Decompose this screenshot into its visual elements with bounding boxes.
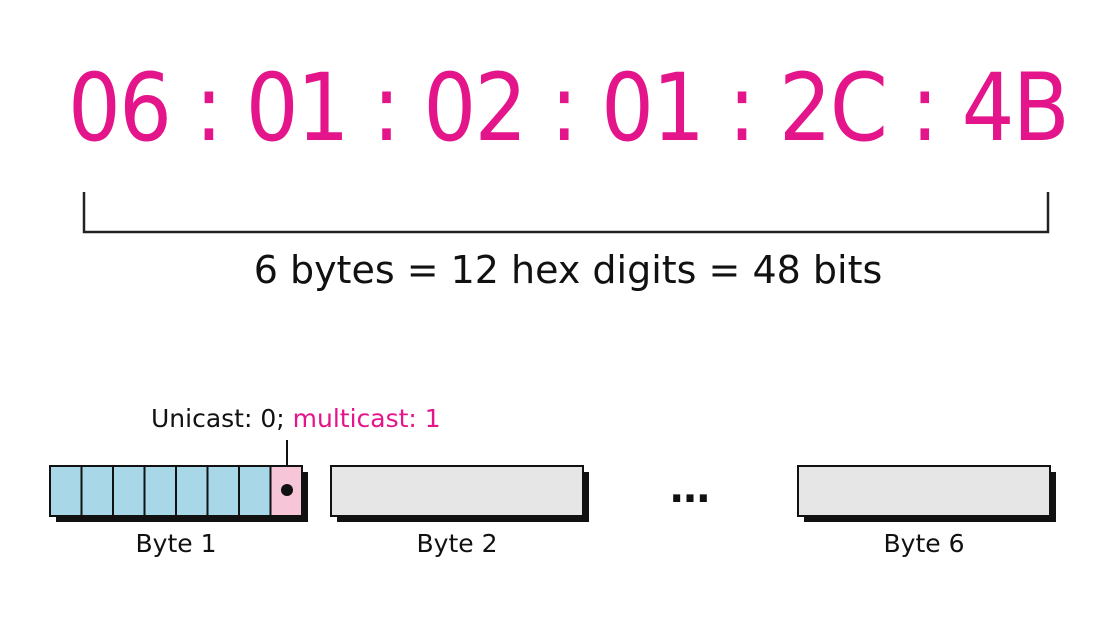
lsb-dot — [281, 484, 293, 496]
byte-2-label: Byte 2 — [417, 529, 498, 558]
bit-note: Unicast: 0; multicast: 1 — [151, 404, 441, 433]
byte-6-box — [797, 465, 1051, 517]
byte-2-box — [330, 465, 584, 517]
bit-dividers — [80, 466, 272, 516]
address-size-caption: 6 bytes = 12 hex digits = 48 bits — [254, 248, 883, 292]
byte-1-label: Byte 1 — [136, 529, 217, 558]
byte-2 — [330, 465, 589, 522]
byte-6 — [797, 465, 1056, 522]
multicast-note: multicast: 1 — [293, 404, 441, 433]
ellipsis: … — [670, 466, 710, 512]
byte-1 — [49, 465, 308, 522]
address-bracket — [82, 192, 1050, 234]
byte-6-label: Byte 6 — [884, 529, 965, 558]
mac-address: 06 : 01 : 02 : 01 : 2C : 4B — [68, 54, 1068, 163]
unicast-note: Unicast: 0; — [151, 404, 293, 433]
